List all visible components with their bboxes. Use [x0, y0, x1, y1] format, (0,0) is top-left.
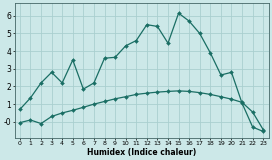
- X-axis label: Humidex (Indice chaleur): Humidex (Indice chaleur): [87, 148, 196, 156]
